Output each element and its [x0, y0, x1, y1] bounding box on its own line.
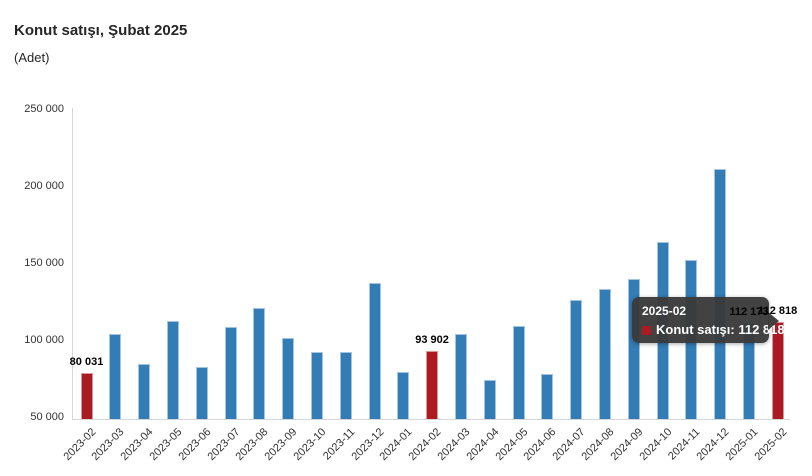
bar-2023-04[interactable] [138, 364, 151, 419]
bar-2024-03[interactable] [454, 333, 467, 419]
bar-2024-04[interactable] [483, 379, 496, 419]
x-axis-line [72, 419, 790, 420]
tooltip-row: Konut satışı: 112 818 [642, 323, 785, 337]
bar-2024-08[interactable] [598, 289, 611, 419]
data-label-2024-02: 93 902 [415, 334, 449, 347]
bar-2024-06[interactable] [541, 373, 554, 419]
y-tick-200000: 200 000 [24, 180, 64, 192]
bar-2023-07[interactable] [224, 327, 237, 419]
bar-2023-03[interactable] [109, 333, 122, 419]
bar-2023-09[interactable] [282, 337, 295, 419]
bar-2023-05[interactable] [166, 320, 179, 419]
data-label-2025-01: 112 173 [729, 306, 769, 319]
bar-2023-02[interactable] [80, 372, 93, 419]
bar-2024-12[interactable] [714, 168, 727, 419]
bar-2024-02[interactable] [426, 351, 439, 419]
tooltip-series-swatch [642, 325, 651, 335]
tooltip-title: 2025-02 [642, 304, 687, 318]
bar-2023-12[interactable] [368, 282, 381, 419]
y-axis-line [72, 108, 73, 419]
chart-subtitle: (Adet) [14, 50, 50, 65]
tooltip-value-text: Konut satışı: 112 818 [656, 322, 785, 337]
tooltip-arrow [768, 312, 779, 330]
y-tick-250000: 250 000 [24, 103, 64, 115]
bar-2024-01[interactable] [397, 372, 410, 419]
bar-2023-08[interactable] [253, 307, 266, 419]
data-label-2023-02: 80 031 [69, 355, 104, 368]
tooltip: 2025-02 Konut satışı: 112 818 [632, 297, 785, 343]
data-label-2025-02: 112 818 [758, 305, 798, 318]
bar-2023-10[interactable] [310, 351, 323, 419]
y-tick-150000: 150 000 [24, 257, 64, 269]
chart-title: Konut satışı, Şubat 2025 [14, 22, 188, 39]
bar-2023-06[interactable] [195, 367, 208, 419]
bar-2024-07[interactable] [570, 300, 583, 419]
y-tick-100000: 100 000 [24, 334, 64, 346]
bar-2024-05[interactable] [512, 325, 525, 419]
bar-2023-11[interactable] [339, 351, 352, 419]
y-tick-50000: 50 000 [30, 411, 64, 423]
